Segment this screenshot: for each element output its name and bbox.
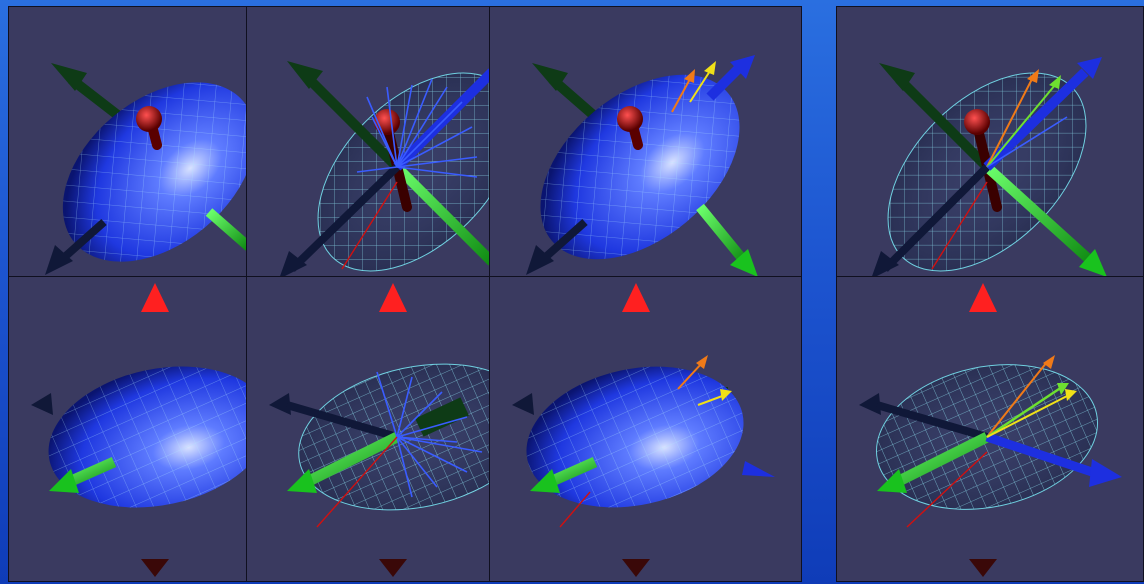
- panel-top-2: [246, 6, 491, 277]
- panel-bottom-4: [836, 276, 1144, 582]
- panel-top-4: [836, 6, 1144, 277]
- ellipsoid-solid-side-vectors-diagram: [512, 283, 775, 577]
- blue-arrowhead-icon: [730, 55, 755, 79]
- yellow-arrow-icon: [704, 61, 716, 75]
- panel-bottom-2: [246, 276, 491, 582]
- ellipsoid-solid-diagram: [45, 63, 247, 275]
- red-ball-icon: [136, 106, 162, 132]
- ellipsoid-wireframe-vectors-diagram: [872, 57, 1107, 276]
- ellipsoid-wireframe-diagram: [280, 61, 490, 276]
- green-axis: [393, 163, 490, 266]
- ellipsoid-wireframe-side-diagram: [269, 283, 490, 577]
- red-arrowhead-icon: [141, 283, 169, 312]
- panel-bottom-3: [489, 276, 802, 582]
- blue-vector-fan: [356, 78, 478, 178]
- blue-cone-icon: [742, 461, 775, 477]
- ellipsoid-solid-vectors-diagram: [526, 55, 758, 276]
- panel-top-1: [8, 6, 248, 277]
- ellipsoid-wireframe-side-vectors-diagram: [859, 283, 1122, 577]
- orange-arrow-icon: [684, 69, 695, 83]
- red-thin-line: [341, 181, 398, 270]
- panel-top-3: [489, 6, 802, 277]
- green-arrowhead-icon: [51, 63, 87, 91]
- navy-arrowhead-icon: [45, 245, 73, 275]
- ellipsoid-solid-side-diagram: [31, 283, 247, 577]
- panel-bottom-1: [8, 276, 248, 582]
